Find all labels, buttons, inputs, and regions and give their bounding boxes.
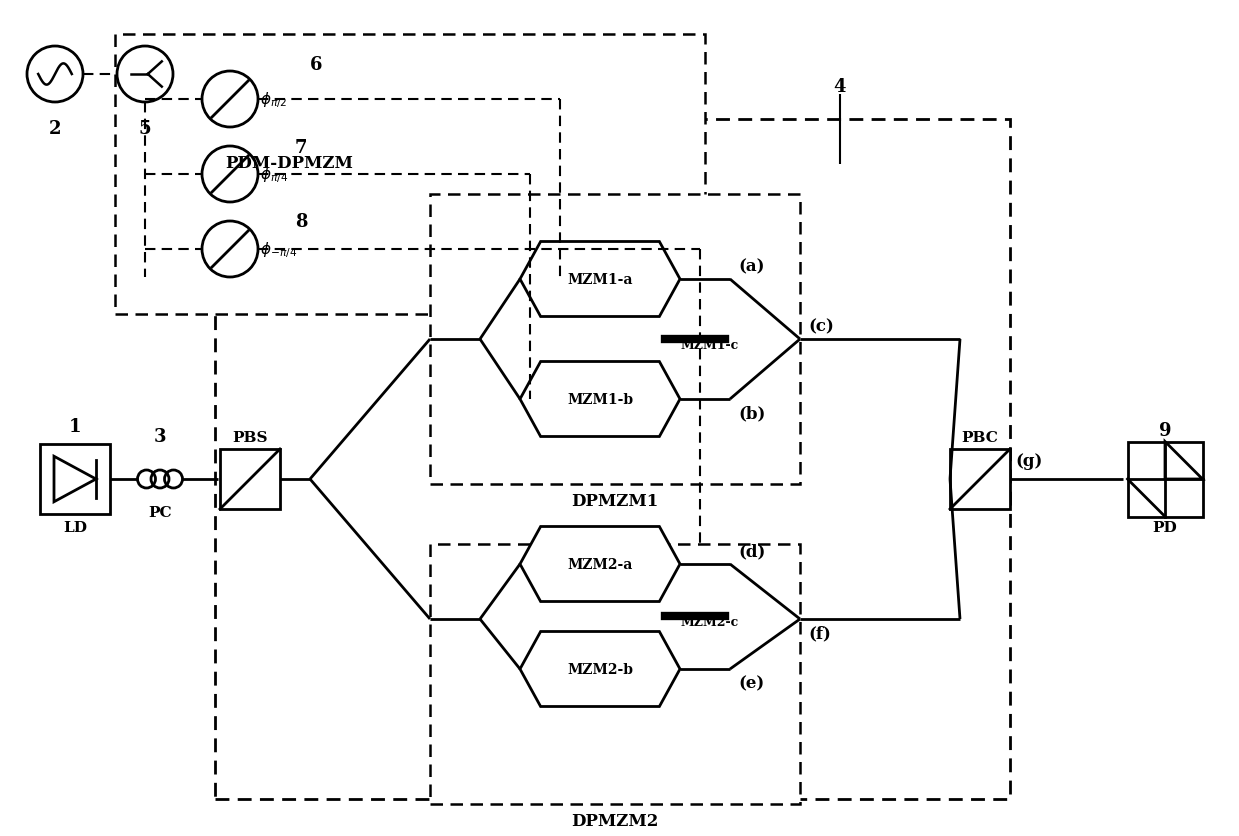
Bar (950, 450, 1010, 509)
Text: MZM1-a: MZM1-a (567, 273, 633, 287)
Bar (40, 445, 110, 514)
Polygon shape (520, 632, 680, 706)
Circle shape (202, 72, 258, 128)
Text: MZM2-c: MZM2-c (681, 615, 740, 628)
Text: DPMZM2: DPMZM2 (571, 812, 659, 829)
Bar (115, 35, 705, 314)
Text: PDM-DPMZM: PDM-DPMZM (225, 155, 353, 171)
Text: 5: 5 (139, 120, 151, 138)
Text: (b): (b) (738, 405, 766, 421)
Circle shape (202, 147, 258, 203)
Text: (d): (d) (738, 543, 766, 559)
Text: MZM1-b: MZM1-b (567, 393, 633, 406)
Circle shape (116, 47, 173, 103)
Polygon shape (520, 362, 680, 437)
Polygon shape (520, 527, 680, 602)
Text: PC: PC (149, 506, 172, 519)
Text: $\phi_{-\pi/4}$: $\phi_{-\pi/4}$ (260, 240, 297, 260)
Text: 9: 9 (1158, 421, 1171, 440)
Text: (e): (e) (738, 674, 764, 691)
Text: (a): (a) (738, 257, 764, 275)
Text: MZM2-a: MZM2-a (567, 558, 633, 571)
Text: 1: 1 (68, 417, 82, 436)
Text: 4: 4 (834, 78, 846, 96)
Circle shape (27, 47, 83, 103)
Text: PD: PD (1152, 520, 1177, 534)
Text: (c): (c) (808, 318, 834, 334)
Text: (f): (f) (808, 624, 831, 641)
Text: PBC: PBC (961, 431, 999, 445)
Circle shape (202, 222, 258, 278)
Text: $\phi_{\pi/2}$: $\phi_{\pi/2}$ (260, 90, 287, 110)
Text: $\phi_{\pi/4}$: $\phi_{\pi/4}$ (260, 165, 289, 185)
Text: MZM2-b: MZM2-b (567, 662, 633, 676)
Polygon shape (520, 242, 680, 317)
Bar (430, 544, 800, 804)
Text: 2: 2 (48, 120, 61, 138)
Text: MZM1-c: MZM1-c (681, 339, 740, 352)
Bar (1127, 442, 1203, 517)
Text: 6: 6 (310, 56, 322, 74)
Text: 8: 8 (295, 212, 307, 231)
Bar (430, 195, 800, 484)
Text: 7: 7 (295, 139, 307, 157)
Bar (221, 450, 280, 509)
Text: DPMZM1: DPMZM1 (571, 492, 659, 509)
Text: 3: 3 (154, 427, 166, 446)
Text: LD: LD (63, 520, 87, 534)
Text: (g): (g) (1015, 453, 1042, 470)
Bar (216, 120, 1010, 799)
Text: PBS: PBS (232, 431, 268, 445)
